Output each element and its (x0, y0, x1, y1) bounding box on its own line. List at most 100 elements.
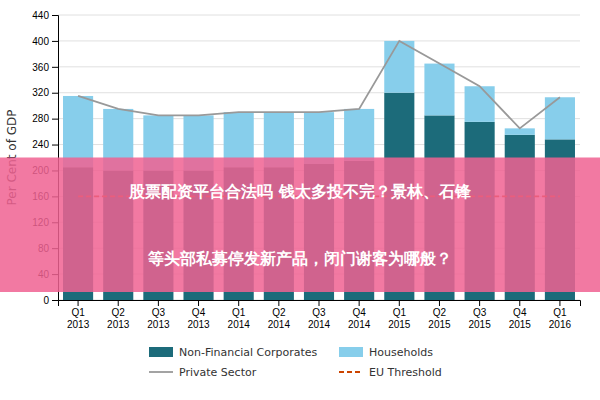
x-tick-label-line: Q2 (112, 307, 126, 318)
legend-label: Non-Financial Corporates (179, 346, 318, 359)
x-tick-mark (399, 300, 400, 306)
x-axis-line (59, 301, 581, 307)
x-tick-label-line: Q1 (71, 307, 85, 318)
legend-label: Private Sector (179, 366, 257, 379)
x-tick-label-line: Q3 (312, 307, 326, 318)
bar-series (63, 41, 575, 171)
x-tick-label: Q22013 (107, 307, 130, 330)
legend-swatch (149, 347, 173, 357)
y-tick-mark (52, 15, 58, 16)
x-tick-label-line: Q4 (192, 307, 206, 318)
x-tick-label-line: Q1 (553, 307, 567, 318)
x-tick-mark (559, 300, 560, 306)
bar (424, 64, 454, 116)
y-tick: 280 (32, 113, 58, 124)
x-tick-label-line: 2016 (549, 319, 572, 330)
y-tick-mark (52, 41, 58, 42)
x-tick-label-line: 2015 (509, 319, 532, 330)
x-tick: Q32014 (308, 300, 331, 330)
x-tick-label: Q22014 (268, 307, 291, 330)
overlay: 股票配资平台合法吗 钱太多投不完？景林、石锋等头部私募停发新产品，闭门谢客为哪般… (0, 158, 600, 293)
y-tick-mark (52, 300, 58, 301)
legend-item: Non-Financial Corporates (149, 346, 318, 359)
x-tick-label-line: Q3 (473, 307, 487, 318)
bar (384, 41, 414, 93)
annotation: 股票配资平台合法吗 钱太多投不完？景林、石锋 (128, 182, 471, 201)
x-tick: Q12013 (67, 300, 90, 330)
x-tick-mark (278, 300, 279, 306)
grid-line (58, 66, 580, 67)
y-tick-label: 360 (32, 62, 49, 73)
x-tick-label-line: 2013 (187, 319, 210, 330)
legend-item: Private Sector (149, 366, 257, 379)
bar (63, 96, 93, 167)
bar (465, 86, 495, 122)
overlay-banner (0, 158, 600, 293)
x-tick-mark (359, 300, 360, 306)
y-tick-label: 240 (32, 139, 49, 150)
x-tick-label: Q32014 (308, 307, 331, 330)
x-tick-label: Q12016 (549, 307, 572, 330)
chart-svg: 04080120160200240280320360400440Q12013Q2… (0, 0, 600, 400)
x-tick-mark (238, 300, 239, 306)
x-tick-label-line: 2015 (428, 319, 451, 330)
x-tick-mark (319, 300, 320, 306)
x-tick-mark (519, 300, 520, 306)
x-tick-label-line: 2015 (388, 319, 411, 330)
x-tick-label-line: Q4 (513, 307, 527, 318)
bar (545, 97, 575, 139)
y-tick-label: 320 (32, 87, 49, 98)
y-tick: 320 (32, 87, 58, 98)
y-tick: 240 (32, 139, 58, 150)
x-tick-label-line: Q2 (433, 307, 447, 318)
x-tick-label: Q12013 (67, 307, 90, 330)
x-tick: Q42014 (348, 300, 371, 330)
y-tick-mark (52, 93, 58, 94)
x-tick-mark (439, 300, 440, 306)
grid-line (58, 92, 580, 93)
y-tick: 400 (32, 36, 58, 47)
annotation: 等头部私募停发新产品，闭门谢客为哪般？ (147, 249, 452, 268)
x-tick-label-line: Q1 (393, 307, 407, 318)
x-tick-label-line: Q1 (232, 307, 246, 318)
x-tick-label: Q42015 (509, 307, 532, 330)
x-tick-label: Q32015 (468, 307, 491, 330)
x-axis: Q12013Q22013Q32013Q42013Q12014Q22014Q320… (59, 300, 581, 330)
grid-line (58, 40, 580, 41)
legend-swatch (149, 371, 173, 373)
x-tick: Q22014 (268, 300, 291, 330)
x-tick-label-line: Q2 (272, 307, 286, 318)
y-tick-label: 280 (32, 113, 49, 124)
y-tick-mark (52, 119, 58, 120)
x-tick: Q32013 (147, 300, 170, 330)
legend-swatch (339, 347, 363, 357)
x-tick-label-line: 2013 (67, 319, 90, 330)
y-tick-mark (52, 145, 58, 146)
y-tick-mark (52, 67, 58, 68)
x-tick-label: Q32013 (147, 307, 170, 330)
legend-item: EU Threshold (339, 366, 442, 379)
x-tick: Q12014 (228, 300, 251, 330)
x-tick-mark (118, 300, 119, 306)
x-tick-label-line: 2014 (348, 319, 371, 330)
x-tick-label-line: 2014 (228, 319, 251, 330)
x-tick-label-line: 2015 (468, 319, 491, 330)
x-tick-label-line: 2013 (107, 319, 130, 330)
x-tick-label-line: 2014 (308, 319, 331, 330)
legend-item: Households (339, 346, 433, 359)
x-tick-label: Q22015 (428, 307, 451, 330)
x-tick-label: Q42014 (348, 307, 371, 330)
x-tick-label: Q42013 (187, 307, 210, 330)
x-tick-mark (78, 300, 79, 306)
line (78, 41, 560, 128)
y-tick: 360 (32, 62, 58, 73)
x-tick: Q22013 (107, 300, 130, 330)
legend-label: Households (369, 346, 433, 359)
x-tick: Q12016 (549, 300, 572, 330)
y-tick: 440 (32, 10, 58, 21)
x-tick-label: Q12015 (388, 307, 411, 330)
x-tick: Q22015 (428, 300, 451, 330)
chart-container: 04080120160200240280320360400440Q12013Q2… (0, 0, 600, 400)
x-tick-mark (198, 300, 199, 306)
x-tick-mark (158, 300, 159, 306)
